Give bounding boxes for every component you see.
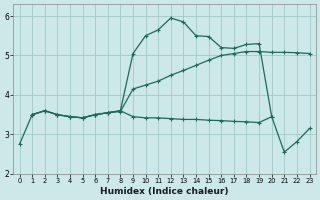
X-axis label: Humidex (Indice chaleur): Humidex (Indice chaleur) [100,187,229,196]
